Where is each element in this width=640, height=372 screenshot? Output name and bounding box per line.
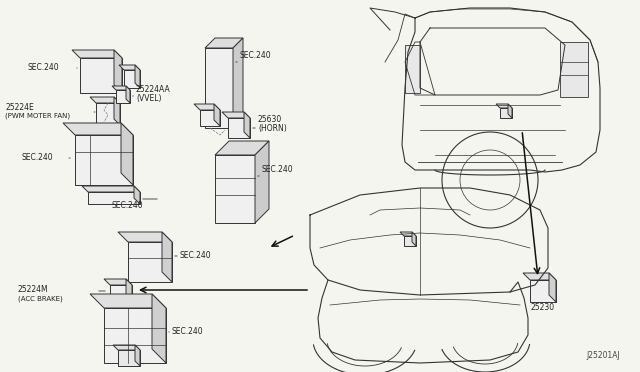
Text: (PWM MOTER FAN): (PWM MOTER FAN) [5, 113, 70, 119]
Polygon shape [500, 108, 512, 118]
Text: 25224AA: 25224AA [136, 86, 171, 94]
Polygon shape [255, 141, 269, 223]
Polygon shape [400, 232, 416, 236]
Polygon shape [90, 294, 166, 308]
Polygon shape [82, 186, 140, 192]
Polygon shape [228, 118, 250, 138]
Polygon shape [104, 279, 132, 285]
Text: SEC.240: SEC.240 [172, 327, 204, 337]
Polygon shape [118, 232, 172, 242]
Polygon shape [72, 50, 122, 58]
Text: SEC.240: SEC.240 [180, 251, 212, 260]
Polygon shape [119, 65, 140, 70]
Polygon shape [215, 155, 255, 223]
Bar [405, 45, 420, 93]
Polygon shape [244, 112, 250, 138]
Polygon shape [233, 38, 243, 128]
Polygon shape [549, 273, 556, 302]
Polygon shape [75, 135, 133, 185]
Polygon shape [215, 141, 269, 155]
Polygon shape [200, 110, 220, 126]
Polygon shape [112, 86, 130, 90]
Polygon shape [194, 104, 220, 110]
Polygon shape [135, 345, 140, 366]
Polygon shape [134, 186, 140, 204]
Text: SEC.240: SEC.240 [22, 154, 54, 163]
Polygon shape [63, 123, 133, 135]
Polygon shape [222, 112, 250, 118]
Polygon shape [126, 86, 130, 103]
Text: J25201AJ: J25201AJ [586, 351, 620, 360]
Text: 25224E: 25224E [5, 103, 34, 112]
Text: SEC.240: SEC.240 [112, 201, 143, 209]
Polygon shape [90, 97, 120, 103]
Text: 25230: 25230 [531, 304, 555, 312]
Polygon shape [135, 65, 140, 88]
Polygon shape [205, 48, 233, 128]
Polygon shape [508, 104, 512, 118]
Polygon shape [116, 90, 130, 103]
Polygon shape [152, 294, 166, 363]
Text: 25224M: 25224M [18, 285, 49, 295]
Polygon shape [214, 104, 220, 126]
Text: (HORN): (HORN) [258, 125, 287, 134]
Polygon shape [80, 58, 122, 93]
Text: 25630: 25630 [258, 115, 282, 125]
Polygon shape [118, 350, 140, 366]
Polygon shape [126, 279, 132, 303]
Polygon shape [128, 242, 172, 282]
Polygon shape [114, 50, 122, 93]
Polygon shape [162, 232, 172, 282]
Polygon shape [404, 236, 416, 246]
Polygon shape [96, 103, 120, 125]
Polygon shape [205, 38, 243, 48]
Polygon shape [104, 308, 166, 363]
Polygon shape [88, 192, 140, 204]
Bar [560, 42, 588, 97]
Polygon shape [114, 97, 120, 125]
Text: SEC.240: SEC.240 [240, 51, 271, 60]
Polygon shape [496, 104, 512, 108]
Polygon shape [110, 285, 132, 303]
Polygon shape [412, 232, 416, 246]
Text: SEC.240: SEC.240 [262, 166, 294, 174]
Polygon shape [121, 123, 133, 185]
Polygon shape [523, 273, 556, 280]
Text: (VVEL): (VVEL) [136, 94, 161, 103]
Text: SEC.240: SEC.240 [28, 64, 60, 73]
Polygon shape [530, 280, 556, 302]
Polygon shape [124, 70, 140, 88]
Polygon shape [113, 345, 140, 350]
Text: (ACC BRAKE): (ACC BRAKE) [18, 296, 63, 302]
